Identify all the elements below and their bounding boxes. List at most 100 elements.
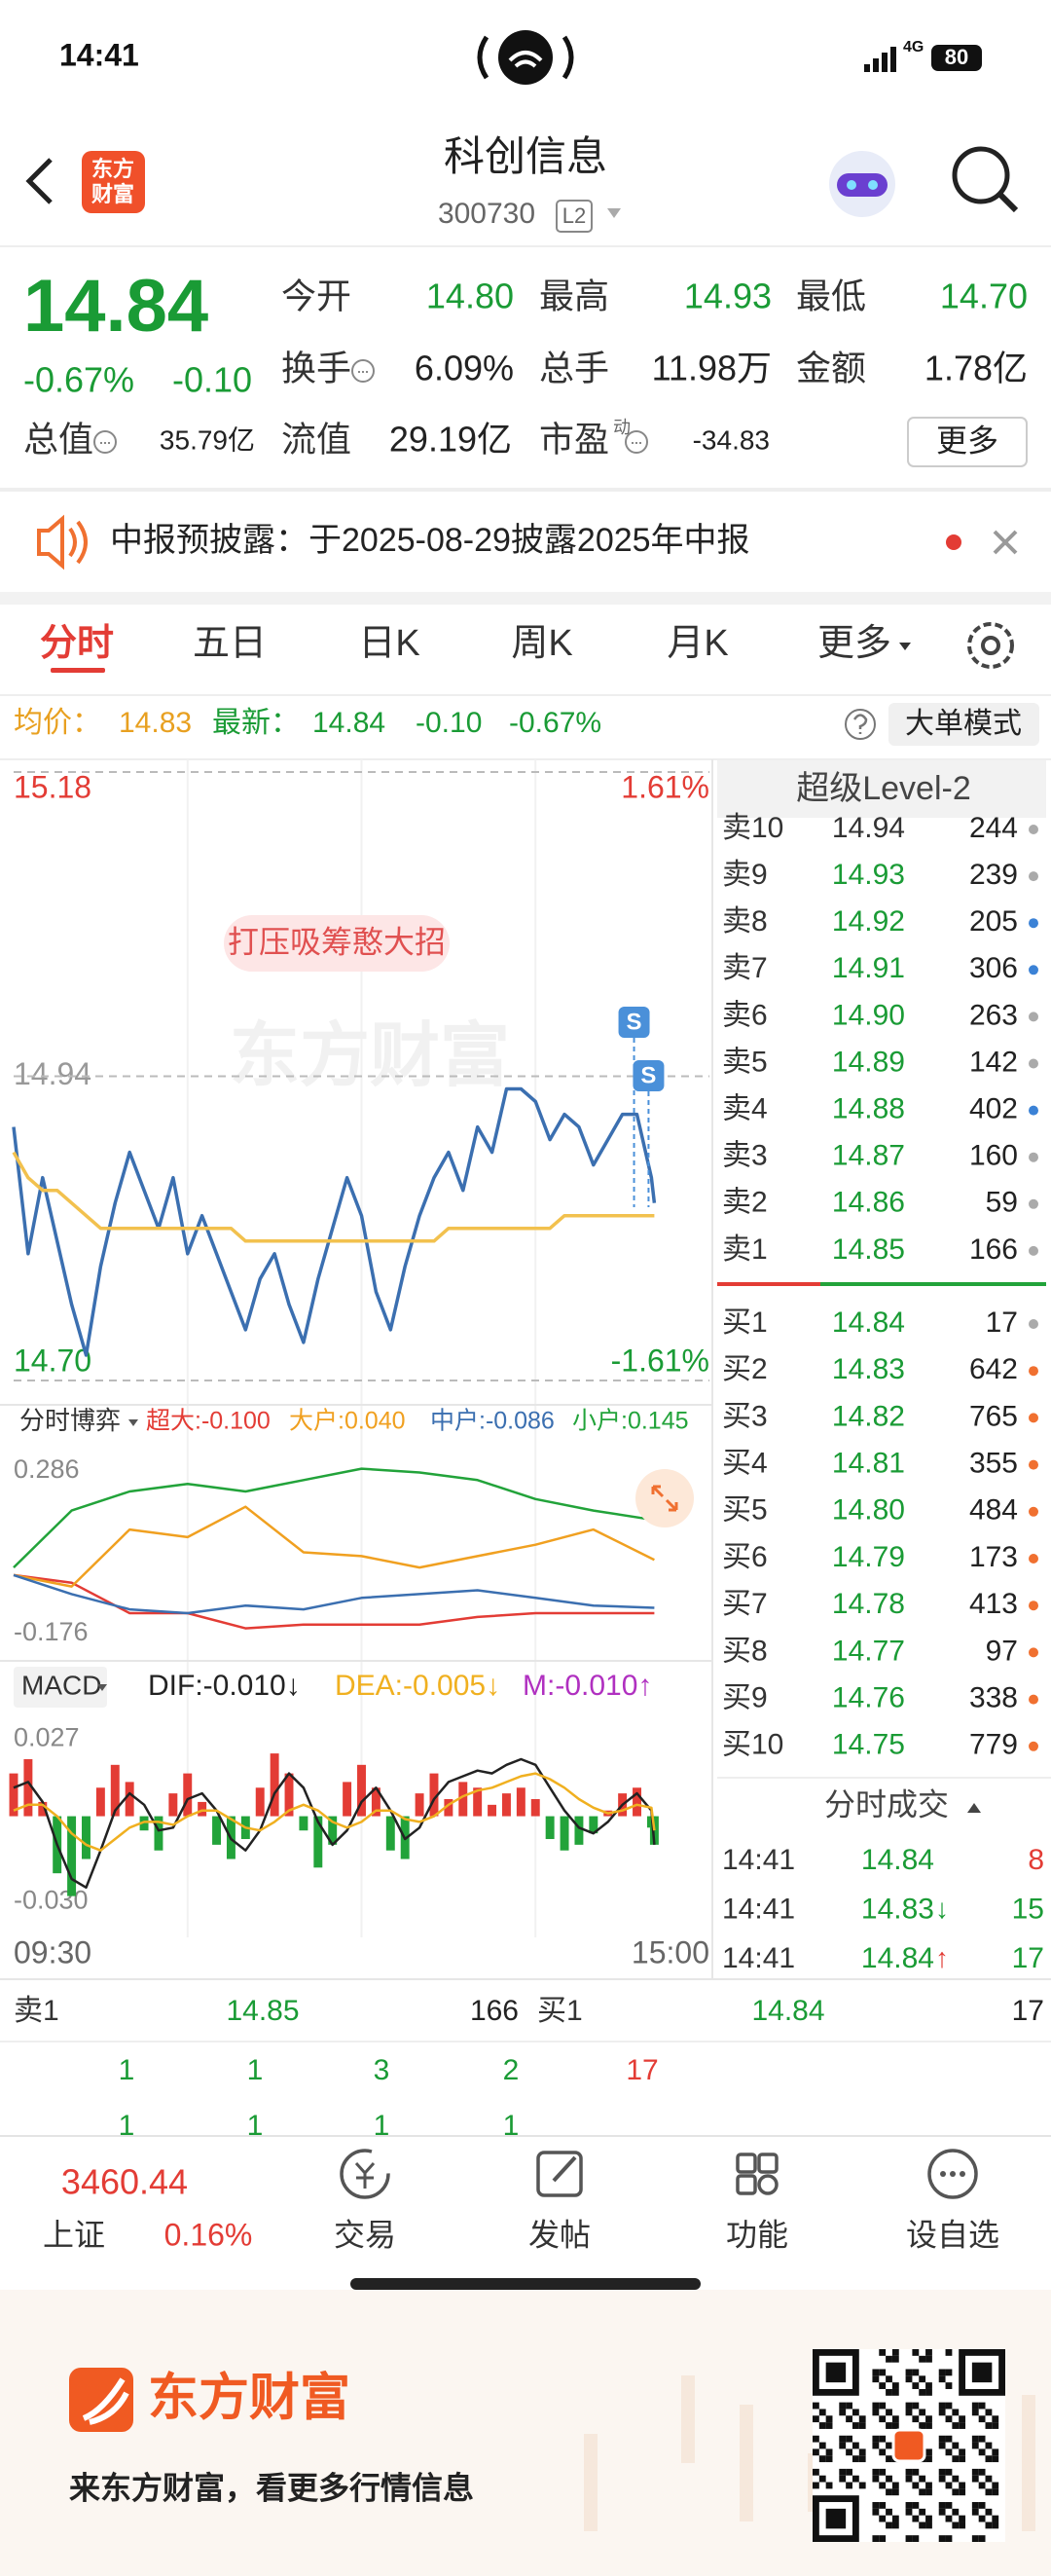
qr-module bbox=[818, 2475, 826, 2483]
qr-module bbox=[912, 2468, 920, 2476]
histogram-bar bbox=[212, 1816, 222, 1845]
histogram-bar bbox=[284, 1773, 294, 1817]
series-line bbox=[13, 1467, 655, 1568]
book-level: 卖5 bbox=[722, 1046, 768, 1078]
field-value: 1.78亿 bbox=[924, 349, 1028, 388]
qr-module bbox=[985, 2455, 993, 2463]
qr-module bbox=[905, 2369, 913, 2376]
tick-cell: 17 bbox=[626, 2054, 658, 2086]
nav-item[interactable]: 发帖 bbox=[528, 2217, 591, 2252]
book-qty: 306 bbox=[969, 952, 1018, 984]
qr-module bbox=[925, 2455, 932, 2463]
book-dot bbox=[1029, 1506, 1038, 1517]
mode-button-text[interactable]: 大单模式 bbox=[905, 708, 1022, 740]
nav-item[interactable]: 功能 bbox=[726, 2217, 788, 2252]
tab[interactable]: 周K bbox=[511, 623, 572, 664]
qr-module bbox=[912, 2382, 920, 2389]
qr-module bbox=[925, 2422, 932, 2429]
qr-module bbox=[992, 2448, 999, 2456]
more-arrow bbox=[899, 643, 911, 650]
nav-item[interactable]: 交易 bbox=[334, 2217, 396, 2252]
signal-marker-label[interactable]: S bbox=[640, 1062, 656, 1088]
home-indicator bbox=[350, 2278, 701, 2290]
tick-cell: 3 bbox=[374, 2054, 390, 2086]
y-tick-label: 0.286 bbox=[14, 1454, 80, 1484]
field-label: 总值 bbox=[23, 420, 93, 460]
histogram-bar bbox=[125, 1782, 134, 1817]
book-level: 卖1 bbox=[722, 1233, 768, 1266]
qr-module bbox=[886, 2422, 892, 2429]
qr-module bbox=[945, 2349, 953, 2356]
qr-module bbox=[978, 2535, 986, 2542]
tab[interactable]: 分时 bbox=[40, 623, 114, 664]
qr-module bbox=[905, 2402, 913, 2410]
legend-entry: 超大:-0.100 bbox=[146, 1408, 271, 1435]
qr-module bbox=[839, 2435, 847, 2443]
collapse-arrow bbox=[967, 1803, 981, 1813]
histogram-bar bbox=[154, 1816, 163, 1851]
y2-tick-label: 1.61% bbox=[621, 769, 709, 804]
qr-module bbox=[978, 2415, 986, 2423]
index-name[interactable]: 上证 bbox=[43, 2217, 105, 2252]
field-label: 最低 bbox=[796, 276, 866, 316]
notice-text[interactable]: 中报预披露：于2025-08-29披露2025年中报 bbox=[110, 522, 750, 559]
qr-module bbox=[912, 2515, 920, 2522]
expand-button[interactable] bbox=[635, 1469, 694, 1527]
histogram-bar bbox=[589, 1816, 598, 1834]
histogram-bar bbox=[270, 1753, 279, 1817]
qr-module bbox=[925, 2349, 932, 2356]
tab-underline bbox=[51, 668, 105, 673]
chart-title[interactable]: 分时博弈 bbox=[19, 1406, 121, 1435]
qr-module bbox=[971, 2435, 979, 2443]
level2-title: 超级Level-2 bbox=[796, 770, 971, 807]
qr-module bbox=[938, 2409, 946, 2416]
nav-icon bbox=[940, 2171, 946, 2177]
indicator-tab bbox=[14, 1667, 107, 1708]
tick-cell: 1 bbox=[119, 2054, 135, 2086]
qr-module bbox=[886, 2455, 892, 2463]
tab[interactable]: 五日 bbox=[193, 623, 267, 664]
dropdown-arrow bbox=[128, 1419, 138, 1426]
back-button[interactable] bbox=[25, 158, 53, 204]
tab[interactable]: 日K bbox=[358, 623, 419, 664]
search-button[interactable] bbox=[952, 146, 1010, 204]
qr-module bbox=[952, 2475, 960, 2483]
qr-module bbox=[858, 2422, 866, 2429]
series-line bbox=[13, 1757, 656, 1890]
index-change[interactable]: 0.16% bbox=[164, 2217, 253, 2252]
book-price: 14.90 bbox=[832, 999, 905, 1031]
y-tick-label: 0.027 bbox=[14, 1723, 80, 1752]
qr-module bbox=[872, 2442, 880, 2449]
tab[interactable]: 更多 bbox=[817, 623, 891, 664]
tab[interactable]: 月K bbox=[667, 623, 728, 664]
book-dot bbox=[1029, 825, 1038, 834]
qr-module bbox=[938, 2468, 946, 2476]
nav-item[interactable]: 设自选 bbox=[906, 2217, 999, 2252]
qr-module bbox=[945, 2415, 953, 2423]
annotation[interactable]: 打压吸筹憨大招 bbox=[228, 924, 446, 959]
qr-module bbox=[925, 2482, 932, 2489]
qr-module bbox=[992, 2515, 999, 2522]
y-tick-label: 15.18 bbox=[14, 769, 91, 804]
qr-module bbox=[879, 2435, 887, 2443]
help-icon[interactable] bbox=[845, 709, 876, 740]
trades-title[interactable]: 分时成交 bbox=[824, 1786, 949, 1822]
qr-module bbox=[971, 2442, 979, 2449]
l2-badge-text: L2 bbox=[562, 203, 586, 228]
settings-gear[interactable] bbox=[967, 622, 1014, 669]
field-value: 29.19亿 bbox=[389, 420, 512, 460]
signal-marker-label[interactable]: S bbox=[627, 1009, 642, 1035]
qr-module bbox=[938, 2535, 946, 2542]
qr-module bbox=[992, 2488, 999, 2496]
level1-label: 买1 bbox=[537, 1995, 583, 2027]
qr-module bbox=[952, 2442, 960, 2449]
qr-module bbox=[919, 2375, 926, 2383]
close-button[interactable] bbox=[993, 530, 1018, 555]
histogram-bar bbox=[23, 1758, 33, 1817]
index-value[interactable]: 3460.44 bbox=[61, 2162, 188, 2202]
chart-title[interactable]: MACD bbox=[21, 1670, 101, 1700]
qr-module bbox=[938, 2435, 946, 2443]
qr-module bbox=[978, 2448, 986, 2456]
more-button-text[interactable]: 更多 bbox=[936, 423, 998, 458]
qr-module bbox=[919, 2488, 926, 2496]
